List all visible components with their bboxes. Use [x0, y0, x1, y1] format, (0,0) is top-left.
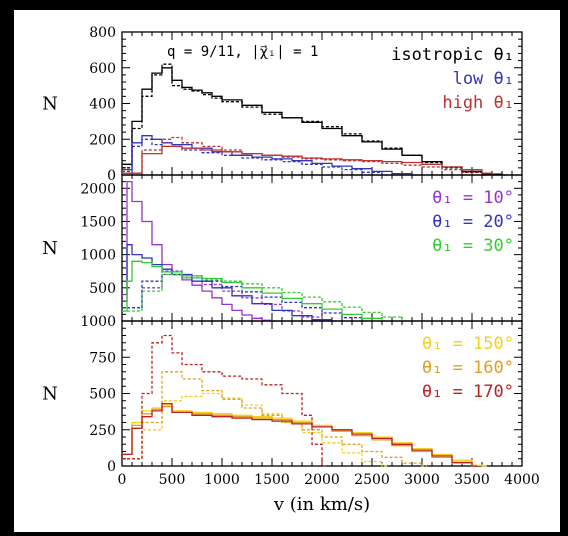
series-top-3: [122, 138, 387, 176]
series-middle-3: [122, 270, 367, 322]
legend-entry-bottom: θ₁ = 170°: [422, 382, 514, 402]
x-tick-label: 1000: [204, 472, 240, 488]
series-bottom-2: [122, 405, 477, 467]
legend-entry-top: high θ₁: [442, 93, 514, 113]
series-middle-0: [122, 180, 277, 322]
x-axis-title: v (in km/s): [273, 494, 370, 515]
y-tick-label-bottom: 500: [89, 387, 116, 403]
x-tick-label: 2000: [304, 472, 340, 488]
y-tick-label-top: 400: [89, 97, 116, 113]
legend-entry-top: isotropic θ₁: [391, 45, 514, 65]
y-tick-label-bottom: 0: [107, 459, 116, 475]
chart-svg: 0 200 400 600 800 Nq = 9/11, |χ⃗ᵢ| = 1 isotrop…: [42, 25, 540, 515]
x-tick-label: 3000: [404, 472, 440, 488]
x-tick-label: 500: [159, 472, 186, 488]
series-top-0: [122, 67, 507, 176]
y-tick-label-bottom: 250: [89, 423, 116, 439]
y-tick-label-middle: 1000: [80, 248, 116, 264]
legend-entry-middle: θ₁ = 30°: [432, 236, 514, 256]
y-tick-label-middle: 1500: [80, 214, 116, 230]
y-tick-label-middle: 2000: [80, 181, 116, 197]
y-tick-label-top: 600: [89, 61, 116, 77]
y-axis-title-top: N: [42, 94, 58, 115]
x-tick-label: 3500: [454, 472, 490, 488]
y-tick-label-bottom: 1000: [80, 314, 116, 330]
series-bottom-4: [122, 402, 477, 467]
series-bottom-3: [122, 371, 427, 467]
y-tick-label-top: 200: [89, 132, 116, 148]
y-axis-title-bottom: N: [42, 384, 58, 405]
series-top-1: [122, 63, 487, 176]
x-tick-label: 2500: [354, 472, 390, 488]
y-tick-label-bottom: 750: [89, 350, 116, 366]
x-tick-label: 0: [118, 472, 127, 488]
legend-entry-middle: θ₁ = 20°: [432, 212, 514, 232]
x-tick-label: 4000: [504, 472, 540, 488]
series-bottom-5: [122, 334, 327, 467]
y-tick-label-top: 800: [89, 25, 116, 41]
x-tick-label: 1500: [254, 472, 290, 488]
series-middle-5: [122, 273, 407, 322]
legend-entry-bottom: θ₁ = 150°: [422, 334, 514, 354]
legend-entry-top: low θ₁: [453, 69, 514, 89]
series-top-5: [122, 136, 487, 176]
panel-annotation-top: q = 9/11, |χ⃗ᵢ| = 1: [167, 44, 318, 60]
y-tick-label-top: 0: [107, 168, 116, 184]
y-axis-title-middle: N: [42, 238, 58, 259]
legend-entry-bottom: θ₁ = 160°: [422, 358, 514, 378]
y-tick-label-middle: 500: [89, 281, 116, 297]
legend-entry-middle: θ₁ = 10°: [432, 188, 514, 208]
series-bottom-1: [122, 392, 387, 467]
series-middle-4: [122, 260, 387, 322]
